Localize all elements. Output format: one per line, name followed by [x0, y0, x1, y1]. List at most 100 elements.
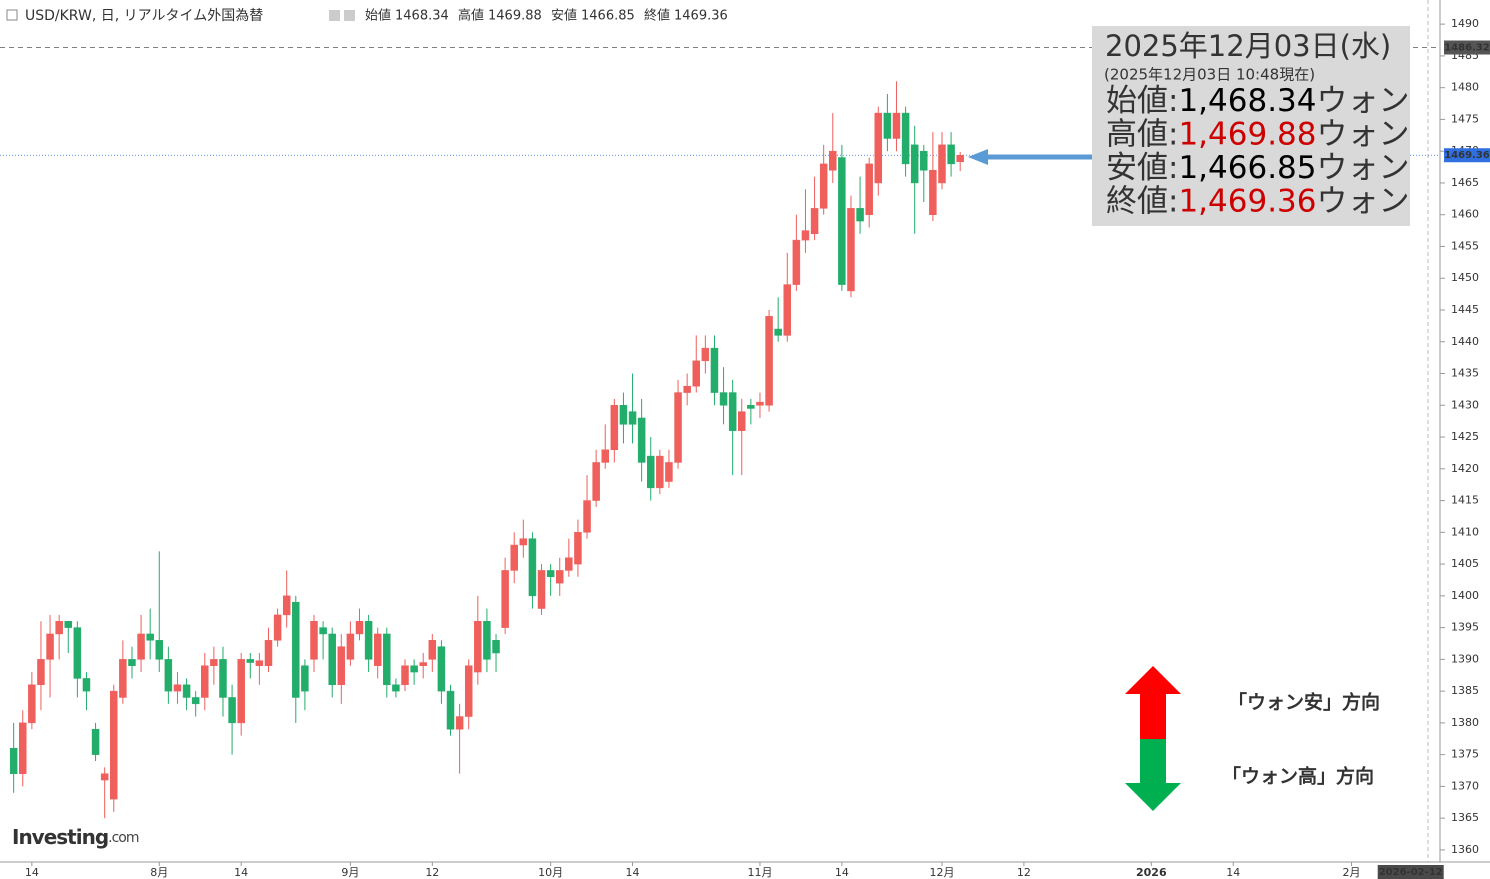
x-tick-label: 12: [1017, 866, 1031, 879]
candle-body: [592, 462, 600, 501]
y-tick-label: 1365: [1451, 811, 1479, 824]
candle-body: [838, 157, 846, 285]
candle-body: [119, 659, 127, 698]
y-tick-label: 1455: [1451, 239, 1479, 252]
plot: 1360 1365 1370 1375 1380 1385 1390 1395 1400 1405…: [0, 17, 1490, 879]
y-tick-label: 1390: [1451, 652, 1479, 665]
candle-body: [665, 462, 673, 482]
x-tick-label: 9月: [341, 866, 359, 879]
candle-body: [237, 659, 245, 724]
annotation: 「ウォン安」方向: [1228, 691, 1380, 714]
candle-body: [929, 169, 937, 215]
candle-body: [765, 316, 773, 406]
candle-body: [829, 150, 837, 171]
icon[interactable]: [344, 10, 355, 21]
candle-body: [464, 665, 473, 717]
candle-body: [574, 532, 582, 565]
x-tick-label: 11月: [747, 866, 772, 879]
ohlc-label: 高値: [458, 8, 484, 24]
header-ohlc: 始値 1468.34 高値 1469.88 安値 1466.85 終値 1469.36: [365, 8, 728, 24]
y-tick-label: 1410: [1451, 525, 1479, 538]
y-tick-label: 1480: [1451, 81, 1479, 94]
candle-body: [801, 230, 810, 241]
candle-body: [82, 678, 91, 692]
x-tick-label: 14: [25, 866, 39, 879]
candle-body: [319, 627, 327, 635]
candle-body: [173, 684, 182, 692]
ohlc-value: 1469.88: [488, 9, 542, 24]
candle-body: [164, 659, 173, 692]
y-tick-label: 1440: [1451, 335, 1479, 348]
up-arrow: [1125, 666, 1181, 739]
candle-body: [692, 360, 701, 387]
candle-body: [401, 665, 409, 686]
ohlc-label: 始値: [365, 8, 391, 24]
x-tick-label: 12: [425, 866, 439, 879]
candle-body: [555, 570, 564, 584]
x-cursor-box: [1377, 865, 1444, 879]
y-tick-label: 1405: [1451, 557, 1479, 570]
x-tick-label: 2026: [1136, 866, 1167, 879]
candle-body: [519, 538, 528, 546]
candle-body: [546, 570, 555, 578]
candle-body: [565, 557, 573, 571]
candle-body: [646, 455, 655, 489]
candle-body: [282, 595, 291, 616]
candle-body: [901, 112, 910, 165]
y-tick-label: 1435: [1451, 367, 1479, 380]
logo-name: Investing: [12, 825, 108, 849]
price-label-box: [1444, 148, 1490, 163]
y-tick-label: 1425: [1451, 430, 1479, 443]
y-tick-label: 1380: [1451, 716, 1479, 729]
candle-body: [738, 411, 746, 431]
collapse-icon[interactable]: [6, 9, 18, 21]
y-tick-label: 1360: [1451, 843, 1479, 856]
info-row: 始値:1,468.34ウォン: [1106, 83, 1410, 119]
y-tick-label: 1400: [1451, 589, 1479, 602]
candle-body: [201, 665, 209, 698]
x-tick-label: 12月: [929, 866, 954, 879]
candle-body: [73, 627, 82, 679]
price-label: 1486.32: [1444, 43, 1490, 54]
row-value: 1,466.85: [1178, 150, 1316, 186]
y-tick-label: 1385: [1451, 684, 1479, 697]
candle-body: [428, 640, 437, 660]
y-tick-label: 1445: [1451, 303, 1479, 316]
candle-body: [273, 614, 282, 641]
candle-body: [628, 411, 637, 425]
row-value: 1,468.34: [1178, 83, 1316, 119]
row-value: 1,469.88: [1178, 116, 1316, 152]
y-tick-label: 1465: [1451, 176, 1479, 189]
candle-body: [874, 112, 883, 184]
logo: Investing.com: [12, 825, 139, 849]
ohlc-value: 1466.85: [581, 9, 635, 24]
candle-body: [483, 620, 491, 660]
row-label: 終値:: [1106, 183, 1178, 219]
candle-body: [847, 208, 855, 292]
y-tick-label: 1475: [1451, 112, 1479, 125]
candle-body: [91, 728, 100, 755]
candle-body: [301, 665, 309, 692]
down-arrow: [1125, 739, 1181, 811]
candle-body: [783, 284, 792, 336]
x-tick-label: 14: [1226, 866, 1240, 879]
row-value: 1,469.36: [1178, 183, 1316, 219]
y-tick-label: 1450: [1451, 271, 1479, 284]
candle-body: [28, 684, 36, 724]
candle-body: [710, 347, 719, 393]
row-label: 高値:: [1106, 116, 1178, 152]
candle-body: [501, 570, 509, 628]
candle-body: [55, 620, 63, 635]
candle-body: [892, 112, 901, 139]
x-tick-label: 10月: [538, 866, 563, 879]
candle-body: [346, 633, 355, 660]
y-tick-label: 1420: [1451, 462, 1479, 475]
info-rows: 始値:1,468.34ウォン高値:1,469.88ウォン安値:1,466.85ウ…: [1106, 83, 1410, 220]
info-time: (2025年12月03日 10:48現在): [1104, 66, 1315, 84]
candle-body: [446, 690, 455, 730]
icon[interactable]: [329, 10, 340, 21]
candle-body: [137, 633, 145, 660]
x-tick-label: 8月: [150, 866, 168, 879]
candle-body: [865, 163, 873, 215]
